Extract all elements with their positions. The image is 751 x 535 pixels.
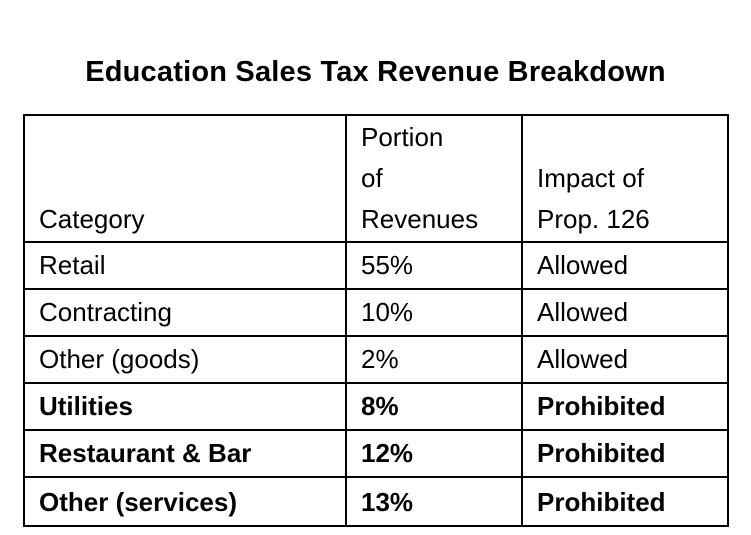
- header-impact-line-2: Prop. 126: [537, 204, 650, 234]
- table-row: Other (goods) 2% Allowed: [23, 335, 729, 384]
- cell-category: Utilities: [23, 382, 347, 431]
- cell-impact: Allowed: [521, 335, 729, 384]
- header-portion-line-3: Revenues: [361, 204, 479, 234]
- table-header-row: Category Portion of Revenues Impact of P…: [23, 114, 729, 243]
- header-portion-line-1: Portion: [361, 122, 444, 152]
- cell-impact: Prohibited: [521, 429, 729, 478]
- header-portion-of-revenues: Portion of Revenues: [345, 114, 523, 243]
- cell-category: Contracting: [23, 288, 347, 337]
- cell-category: Other (services): [23, 476, 347, 527]
- cell-impact: Allowed: [521, 288, 729, 337]
- header-category-label: Category: [39, 204, 145, 234]
- table-row: Restaurant & Bar 12% Prohibited: [23, 429, 729, 478]
- cell-portion: 55%: [345, 241, 523, 290]
- table-row: Retail 55% Allowed: [23, 241, 729, 290]
- cell-category: Retail: [23, 241, 347, 290]
- header-category: Category: [23, 114, 347, 243]
- table-row: Contracting 10% Allowed: [23, 288, 729, 337]
- revenue-breakdown-table: Category Portion of Revenues Impact of P…: [23, 114, 729, 527]
- header-impact-line-1: Impact of: [537, 163, 644, 193]
- document-title: Education Sales Tax Revenue Breakdown: [85, 56, 666, 88]
- cell-category: Restaurant & Bar: [23, 429, 347, 478]
- cell-impact: Allowed: [521, 241, 729, 290]
- cell-impact: Prohibited: [521, 382, 729, 431]
- header-portion-line-2: of: [361, 163, 383, 193]
- cell-portion: 8%: [345, 382, 523, 431]
- cell-portion: 10%: [345, 288, 523, 337]
- cell-portion: 13%: [345, 476, 523, 527]
- table-row: Other (services) 13% Prohibited: [23, 476, 729, 527]
- cell-impact: Prohibited: [521, 476, 729, 527]
- header-impact-of-prop-126: Impact of Prop. 126: [521, 114, 729, 243]
- cell-portion: 2%: [345, 335, 523, 384]
- cell-portion: 12%: [345, 429, 523, 478]
- table-row: Utilities 8% Prohibited: [23, 382, 729, 431]
- cell-category: Other (goods): [23, 335, 347, 384]
